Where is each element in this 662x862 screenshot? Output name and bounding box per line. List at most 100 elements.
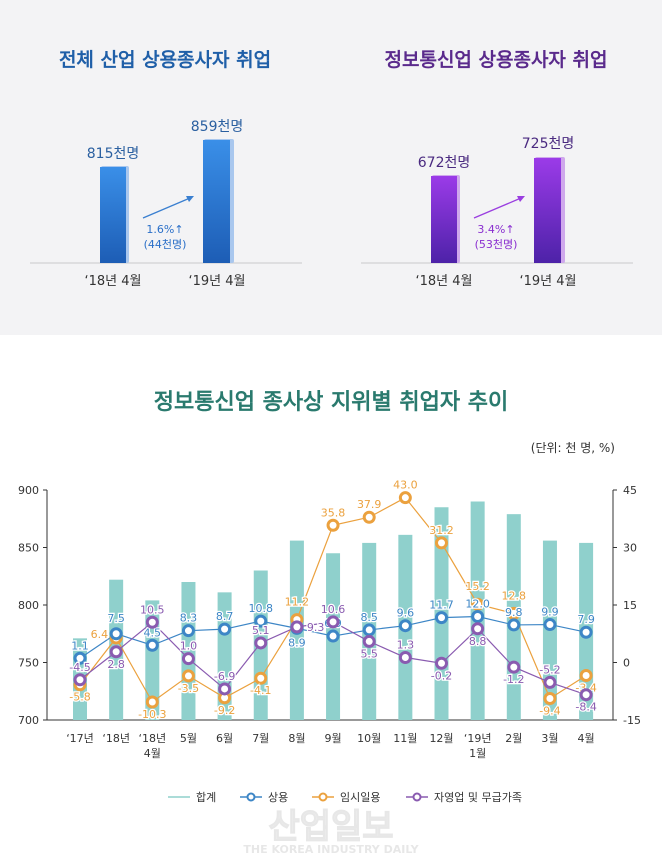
legend-label: 합계 (196, 791, 216, 804)
point-marker (218, 682, 232, 696)
x-tick-label: 4월 (144, 747, 161, 760)
data-label: 11.2 (285, 596, 310, 609)
point-marker (145, 615, 159, 629)
data-label: 1.1 (71, 639, 89, 652)
data-label: 1.3 (397, 639, 415, 652)
left-tick-label: 750 (18, 657, 39, 670)
arrow-icon (473, 197, 522, 219)
point-marker (398, 491, 412, 505)
data-label: 10.6 (321, 603, 346, 616)
value-label: 672천명 (418, 155, 470, 171)
data-label: -5.8 (69, 691, 90, 704)
point-marker (254, 636, 268, 650)
legend-marker (412, 792, 422, 802)
change-abs: (44천명) (144, 237, 187, 251)
point-marker (435, 611, 448, 625)
data-label: 6.4 (91, 628, 109, 641)
point-marker (579, 669, 593, 683)
arrow-icon (142, 197, 191, 219)
data-label: -1.2 (503, 673, 524, 686)
x-tick-label: 11월 (393, 732, 417, 745)
trend-section: 정보통신업 종사상 지위별 취업자 추이 (단위: 천 명, %) 700 750… (0, 335, 662, 858)
summary-svg: 전체 산업 상용종사자 취업 815천명 859천명 1.6%↑ (44천명) … (30, 49, 633, 289)
chart-title: 정보통신업 종사상 지위별 취업자 추이 (154, 390, 508, 415)
point-marker (543, 692, 557, 706)
x-tick-label: 6월 (216, 732, 233, 745)
bar-2019 (534, 158, 561, 263)
x-tick-label: 3월 (541, 732, 558, 745)
point-marker (218, 622, 232, 636)
bar-2018 (100, 167, 126, 263)
data-label: 37.9 (357, 498, 382, 511)
data-label: -10.3 (138, 708, 166, 721)
summary-panels: 전체 산업 상용종사자 취업 815천명 859천명 1.6%↑ (44천명) … (0, 0, 662, 335)
arrowhead-icon (186, 196, 194, 202)
data-label: 5.5 (360, 647, 378, 660)
point-marker (362, 510, 376, 524)
value-label: 725천명 (522, 136, 574, 152)
point-marker (435, 536, 448, 550)
data-label: 35.8 (321, 506, 346, 519)
data-label: 10.8 (249, 602, 274, 615)
data-label: 9.6 (397, 607, 415, 620)
left-tick-label: 850 (18, 542, 39, 555)
point-marker (398, 651, 412, 665)
data-label: 15.2 (465, 580, 490, 593)
data-label: 10.5 (140, 603, 165, 616)
bar-total (145, 600, 160, 720)
x-tick-label: ‘18년 (138, 732, 166, 745)
data-label: -5.2 (539, 663, 560, 676)
bar-total (181, 582, 196, 720)
x-tick-label: 1월 (469, 747, 486, 760)
trend-chart: 정보통신업 종사상 지위별 취업자 추이 (단위: 천 명, %) 700 750… (18, 390, 641, 856)
data-label: 43.0 (393, 479, 418, 492)
x-tick-label: 5월 (180, 732, 197, 745)
point-marker (543, 618, 557, 632)
point-marker (254, 614, 268, 628)
point-marker (73, 673, 87, 687)
data-label: 4.5 (144, 626, 162, 639)
panel-title: 전체 산업 상용종사자 취업 (59, 49, 271, 71)
right-tick-label: 45 (623, 484, 637, 497)
point-marker (326, 518, 340, 532)
point-marker (471, 622, 485, 636)
point-marker (543, 675, 557, 689)
data-label: 9.9 (541, 606, 559, 619)
point-marker (471, 597, 485, 611)
data-label: -3.5 (178, 682, 199, 695)
x-tick-label: ‘17년 (66, 732, 94, 745)
point-marker (181, 669, 195, 683)
point-marker (145, 638, 159, 652)
data-label: 12.8 (502, 589, 527, 602)
point-marker (181, 652, 195, 666)
data-label: 12.0 (465, 598, 490, 611)
data-label: 2.8 (107, 658, 125, 671)
point-marker (507, 660, 521, 674)
data-label: 8.7 (216, 610, 234, 623)
data-label: 9.3 (307, 621, 325, 634)
data-label: 5.1 (252, 624, 270, 637)
data-label: 7.9 (577, 613, 595, 626)
value-label: 859천명 (191, 119, 243, 135)
x-label: ‘18년 4월 (416, 274, 473, 289)
data-label: -9.4 (539, 705, 560, 718)
point-marker (507, 618, 521, 632)
arrowhead-icon (517, 196, 525, 202)
data-label: -9.2 (214, 704, 235, 717)
point-marker (435, 656, 448, 670)
point-marker (471, 610, 485, 623)
point-marker (362, 634, 376, 648)
data-label: 11.7 (429, 599, 454, 612)
x-tick-label: 8월 (288, 732, 305, 745)
x-label: ‘19년 4월 (189, 274, 246, 289)
data-label: 31.2 (429, 524, 454, 537)
right-tick-label: -15 (623, 714, 641, 727)
point-marker (579, 688, 593, 702)
data-label: -4.1 (250, 684, 271, 697)
data-label: 7.5 (107, 612, 125, 625)
point-marker (579, 625, 593, 639)
x-label: ‘18년 4월 (85, 274, 142, 289)
point-marker (73, 651, 87, 665)
legend-marker (318, 792, 328, 802)
point-marker (326, 629, 340, 643)
